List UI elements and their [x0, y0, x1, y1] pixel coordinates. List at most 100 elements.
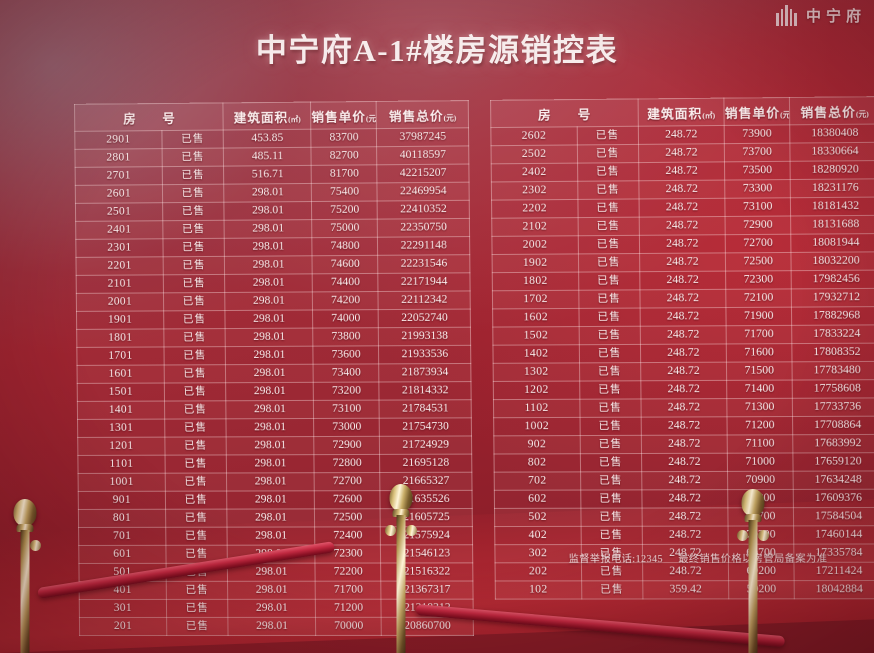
cell-room: 801 — [78, 509, 166, 528]
vertical-bars-logo-icon — [776, 5, 797, 26]
cell-area: 485.11 — [223, 147, 312, 167]
cell-room: 1901 — [76, 310, 164, 330]
cell-total-price: 17659120 — [792, 452, 874, 472]
table-row: 2301 已售 298.01 74800 22291148 — [75, 236, 470, 258]
cell-status: 已售 — [579, 417, 641, 436]
cell-room: 1201 — [77, 437, 165, 456]
cell-unit-price: 74000 — [312, 309, 379, 329]
cell-unit-price: 74200 — [312, 291, 379, 310]
header-row: 房 号 建筑面积(㎡) 销售单价(元/㎡) 销售总价(元) — [74, 100, 469, 132]
cell-total-price: 17758608 — [791, 379, 874, 399]
cell-room: 2602 — [490, 126, 578, 146]
cell-unit-price: 73100 — [725, 197, 791, 217]
cell-area: 248.72 — [640, 416, 728, 436]
cell-status: 已售 — [162, 238, 225, 257]
cell-total-price: 18181432 — [790, 197, 874, 216]
cell-room: 2501 — [75, 202, 163, 222]
cell-area: 298.01 — [224, 201, 312, 221]
cell-unit-price: 71700 — [726, 325, 792, 344]
cell-room: 501 — [78, 563, 167, 582]
table-row: 902 已售 248.72 71100 17683992 — [493, 434, 874, 455]
cell-room: 701 — [78, 527, 166, 546]
cell-area: 248.72 — [641, 526, 729, 545]
cell-total-price: 21933536 — [378, 345, 471, 364]
table-row: 601 已售 298.01 72300 21546123 — [78, 544, 473, 564]
cell-status: 已售 — [164, 382, 227, 402]
cell-unit-price: 73700 — [724, 143, 790, 162]
table-row: 2002 已售 248.72 72700 18081944 — [491, 233, 874, 255]
cell-total-price: 22469954 — [377, 182, 470, 202]
cell-unit-price: 75200 — [311, 201, 378, 220]
table-row: 2501 已售 298.01 75200 22410352 — [75, 200, 470, 222]
cell-status: 已售 — [580, 453, 642, 472]
table-row: 1801 已售 298.01 73800 21993138 — [76, 327, 471, 348]
cell-status: 已售 — [577, 144, 639, 164]
cell-total-price: 22171944 — [378, 272, 471, 292]
cell-room: 1302 — [493, 362, 580, 382]
cell-area: 248.72 — [639, 289, 727, 309]
column-header-unit-price-unit: (元/㎡) — [365, 113, 377, 123]
cell-unit-price: 71100 — [727, 434, 793, 454]
cell-area: 248.72 — [641, 471, 728, 490]
cell-unit-price: 72500 — [314, 508, 381, 527]
cell-unit-price: 72500 — [725, 252, 791, 272]
cell-area: 298.01 — [227, 545, 316, 564]
cell-total-price: 17783480 — [791, 361, 874, 381]
cell-room: 1401 — [77, 401, 165, 420]
table-row: 402 已售 248.72 70200 17460144 — [494, 525, 874, 545]
column-header-room: 房 号 — [490, 98, 638, 128]
cell-total-price: 20860700 — [381, 617, 474, 636]
cell-unit-price: 72700 — [725, 234, 791, 253]
cell-room: 102 — [495, 580, 582, 600]
cell-total-price: 21724929 — [379, 435, 472, 455]
table-row: 701 已售 298.01 72400 21575924 — [78, 526, 473, 546]
cell-total-price: 21814332 — [379, 381, 472, 401]
cell-total-price: 40118597 — [377, 145, 469, 165]
cell-room: 601 — [78, 545, 166, 564]
cell-room: 502 — [494, 508, 581, 527]
cell-status: 已售 — [162, 184, 225, 203]
cell-status: 已售 — [166, 599, 229, 618]
cell-total-price: 21993138 — [378, 327, 471, 346]
cell-status: 已售 — [161, 130, 224, 149]
table-row: 2201 已售 298.01 74600 22231546 — [75, 254, 470, 276]
cell-room: 802 — [493, 453, 581, 473]
cell-status: 已售 — [162, 256, 225, 275]
cell-area: 248.72 — [639, 252, 726, 272]
cell-unit-price: 72900 — [725, 215, 791, 235]
cell-status: 已售 — [164, 400, 227, 420]
cell-total-price: 17708864 — [792, 416, 874, 435]
sales-table-right-wrapper: 房 号 建筑面积(㎡) 销售单价(元/㎡) 销售总价(元) 2602 已售 248.… — [490, 96, 874, 600]
cell-status: 已售 — [578, 326, 641, 345]
cell-status: 已售 — [580, 489, 642, 509]
cell-unit-price: 50200 — [728, 580, 795, 599]
cell-area: 298.01 — [225, 309, 313, 329]
cell-total-price: 22410352 — [377, 200, 470, 220]
cell-room: 202 — [495, 562, 582, 581]
cell-unit-price: 72400 — [314, 526, 381, 546]
cell-total-price: 42215207 — [377, 164, 470, 183]
cell-area: 298.01 — [224, 219, 313, 239]
table-row: 1602 已售 248.72 71900 17882968 — [492, 306, 874, 328]
cell-status: 已售 — [165, 563, 228, 582]
cell-status: 已售 — [578, 253, 640, 273]
cell-total-price: 21873934 — [379, 363, 471, 383]
cell-total-price: 21784531 — [379, 399, 472, 419]
column-header-area: 建筑面积(㎡) — [637, 98, 725, 127]
cell-unit-price: 72300 — [315, 544, 382, 564]
cell-total-price: 21635526 — [380, 490, 473, 509]
table-row: 2601 已售 298.01 75400 22469954 — [75, 182, 470, 204]
column-header-area-unit: (㎡) — [702, 110, 716, 120]
cell-unit-price: 70000 — [315, 617, 382, 636]
cell-area: 298.01 — [227, 508, 315, 528]
table-row: 501 已售 298.01 72200 21516322 — [78, 562, 473, 582]
cell-room: 1802 — [492, 272, 579, 291]
brand-name: 中宁府 — [805, 8, 866, 25]
table-row: 1601 已售 298.01 73400 21873934 — [77, 363, 471, 384]
cell-total-price: 21546123 — [380, 544, 473, 564]
cell-area: 298.01 — [224, 255, 313, 275]
cell-status: 已售 — [579, 380, 641, 400]
footer-note: 监督举报电话:12345 最终销售价格以房管局备案为准 — [569, 550, 828, 566]
cell-unit-price: 72700 — [314, 472, 381, 491]
